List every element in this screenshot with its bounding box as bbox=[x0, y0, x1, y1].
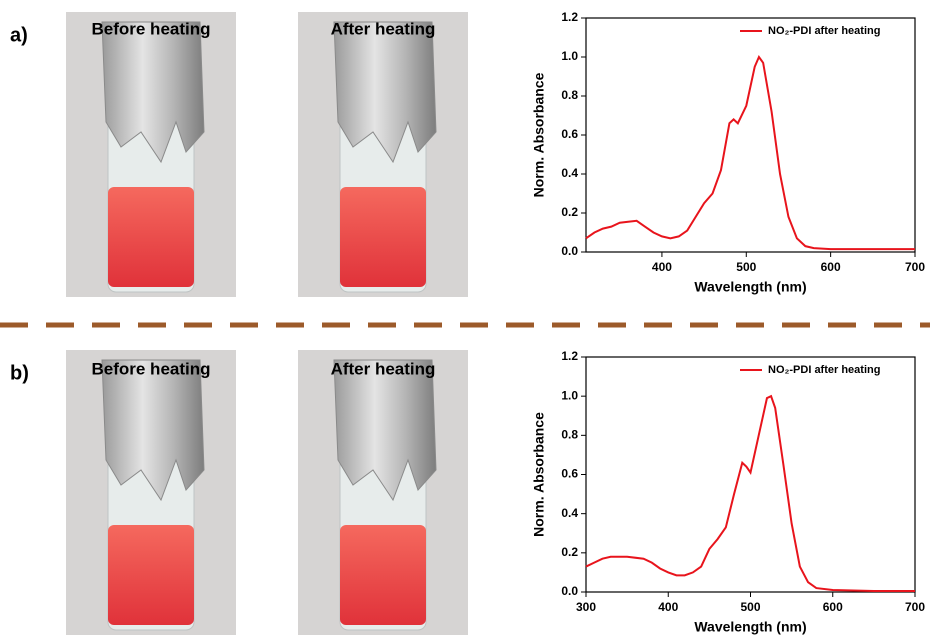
photo bbox=[66, 12, 236, 297]
data-line bbox=[586, 57, 915, 249]
legend-label: NO₂-PDI after heating bbox=[768, 364, 880, 376]
y-axis-label: Norm. Absorbance bbox=[531, 72, 547, 197]
x-tick-label: 500 bbox=[740, 600, 760, 614]
x-tick-label: 300 bbox=[576, 600, 596, 614]
y-tick-label: 0.8 bbox=[561, 428, 578, 442]
plot-frame bbox=[586, 18, 915, 252]
x-tick-label: 600 bbox=[823, 600, 843, 614]
photo-caption: After heating bbox=[331, 19, 436, 38]
x-tick-label: 500 bbox=[736, 260, 756, 274]
y-tick-label: 0.6 bbox=[561, 127, 578, 141]
y-tick-label: 0.2 bbox=[561, 205, 578, 219]
figure: a) b) Before heating After heating Befor… bbox=[0, 0, 930, 637]
y-tick-label: 0.2 bbox=[561, 545, 578, 559]
photo-caption: After heating bbox=[331, 359, 436, 378]
y-tick-label: 0.0 bbox=[561, 584, 578, 598]
x-axis-label: Wavelength (nm) bbox=[694, 619, 806, 635]
x-tick-label: 400 bbox=[652, 260, 672, 274]
x-tick-label: 400 bbox=[658, 600, 678, 614]
y-tick-label: 0.8 bbox=[561, 88, 578, 102]
y-tick-label: 1.2 bbox=[561, 10, 578, 24]
y-tick-label: 0.6 bbox=[561, 467, 578, 481]
y-tick-label: 1.0 bbox=[561, 49, 578, 63]
photo bbox=[298, 350, 468, 635]
photo bbox=[66, 350, 236, 635]
y-tick-label: 1.0 bbox=[561, 388, 578, 402]
photo-caption: Before heating bbox=[91, 19, 210, 38]
photo-caption: Before heating bbox=[91, 359, 210, 378]
y-axis-label: Norm. Absorbance bbox=[531, 412, 547, 537]
panel-label: b) bbox=[10, 362, 29, 384]
photo bbox=[298, 12, 468, 297]
x-tick-label: 700 bbox=[905, 260, 925, 274]
x-tick-label: 600 bbox=[821, 260, 841, 274]
y-tick-label: 1.2 bbox=[561, 349, 578, 363]
y-tick-label: 0.4 bbox=[561, 166, 578, 180]
x-tick-label: 700 bbox=[905, 600, 925, 614]
panel-label: a) bbox=[10, 24, 28, 46]
x-axis-label: Wavelength (nm) bbox=[694, 279, 806, 295]
y-tick-label: 0.4 bbox=[561, 506, 578, 520]
data-line bbox=[586, 396, 915, 591]
y-tick-label: 0.0 bbox=[561, 244, 578, 258]
legend-label: NO₂-PDI after heating bbox=[768, 25, 880, 37]
